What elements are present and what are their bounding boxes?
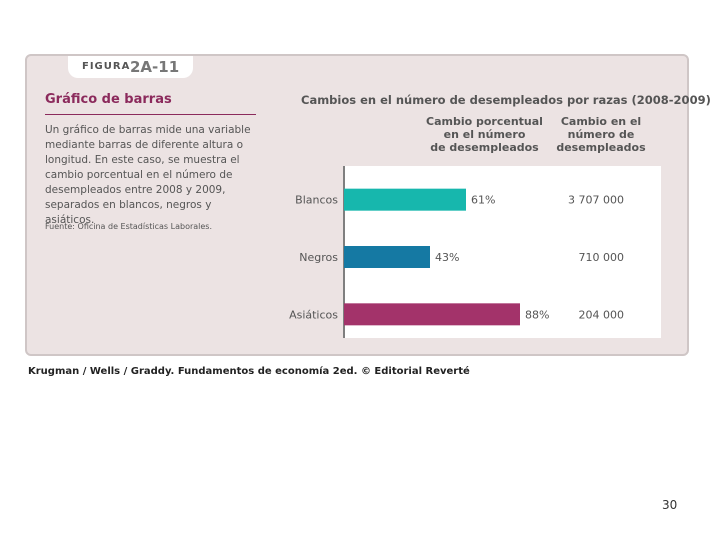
left-description: Un gráfico de barras mide una variable m… [45,124,251,226]
bar-asiáticos [344,303,520,326]
page-number: 30 [662,498,678,512]
column-header-percent-line: en el número [443,128,526,141]
bar-value-label: 61% [471,194,495,207]
figure-tab [68,56,193,78]
category-label: Blancos [295,194,338,207]
bar-blancos [344,188,466,211]
column-header-count: Cambio en el número de desempleados [556,115,646,154]
footer-credit: Krugman / Wells / Graddy. Fundamentos de… [28,366,470,377]
count-label: 204 000 [579,308,625,321]
column-header-count-line: número de [567,128,635,141]
category-label: Asiáticos [289,308,338,321]
bar-value-label: 88% [525,308,549,321]
left-title-rule [45,114,256,115]
count-label: 3 707 000 [568,194,624,207]
column-header-percent-line: Cambio porcentual [426,115,543,128]
column-header-count-line: desempleados [556,141,646,154]
left-title: Gráfico de barras [45,92,172,107]
left-source: Fuente: Oficina de Estadísticas Laborale… [45,222,213,231]
column-header-percent-line: de desempleados [430,141,539,154]
bar-chart: 61% 3 707 000 43% 710 000 88% 204 000 [343,166,661,338]
category-labels: Blancos Negros Asiáticos [289,194,338,322]
figure-word: FIGURA [82,61,131,72]
column-header-percent: Cambio porcentual en el número de desemp… [422,115,547,154]
figure-number: 2A-11 [130,58,180,76]
category-label: Negros [299,251,338,264]
bar-value-label: 43% [435,251,459,264]
count-label: 710 000 [579,251,625,264]
chart-title: Cambios en el número de desempleados por… [301,93,711,107]
bar-negros [344,246,430,268]
column-header-count-line: Cambio en el [560,115,642,128]
